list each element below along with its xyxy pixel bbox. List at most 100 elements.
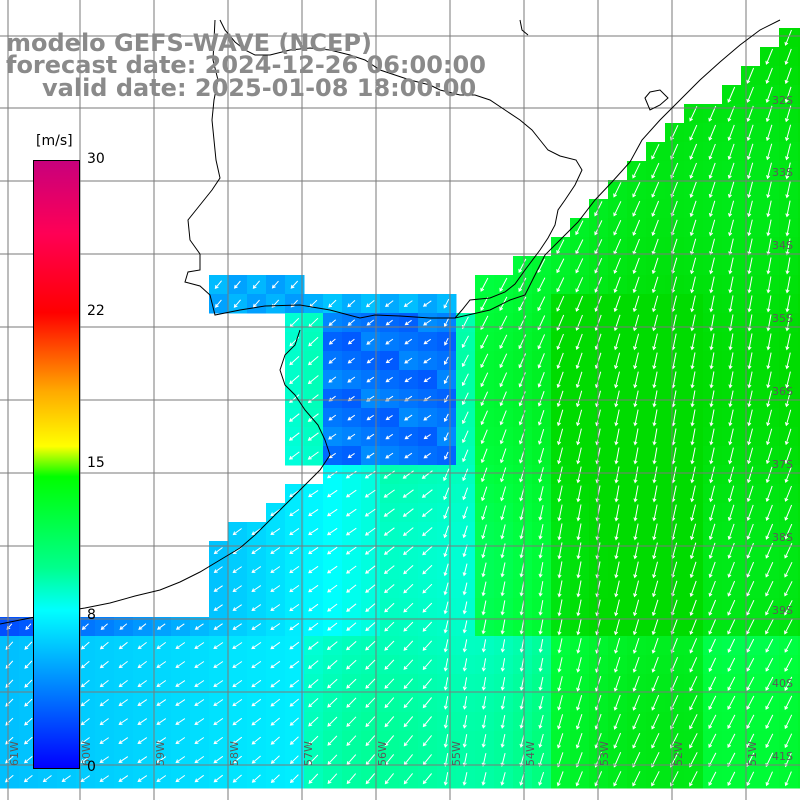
wind-arrow: [709, 485, 715, 503]
wind-arrow: [118, 756, 129, 763]
wind-arrow: [728, 371, 734, 389]
wind-arrow: [614, 390, 620, 408]
wind-arrow: [708, 638, 716, 653]
wind-arrow: [403, 565, 414, 575]
wind-arrow: [556, 390, 564, 408]
wind-arrow: [651, 637, 659, 654]
wind-arrow: [289, 774, 299, 784]
wind-arrow: [613, 656, 621, 673]
wind-arrow: [613, 675, 621, 692]
wind-arrow: [213, 680, 224, 688]
model-title: modelo GEFS-WAVE (NCEP): [6, 29, 372, 57]
wind-arrow: [23, 736, 33, 745]
wind-arrow: [443, 734, 449, 748]
wind-arrow: [575, 333, 583, 351]
wind-arrow: [423, 414, 432, 421]
lon-label: 57W: [302, 741, 315, 766]
wind-arrow: [633, 542, 639, 560]
wind-arrow: [422, 697, 432, 709]
wind-arrow: [232, 604, 242, 611]
wind-arrow: [175, 718, 186, 725]
wind-arrow: [613, 201, 622, 217]
wind-arrow: [538, 562, 544, 578]
wind-arrow: [25, 623, 32, 631]
wind-arrow: [422, 716, 432, 728]
wind-arrow: [784, 657, 793, 672]
speed-cell: [798, 712, 800, 732]
wind-arrow: [632, 295, 640, 313]
wind-arrow: [651, 732, 660, 749]
wind-arrow: [462, 715, 468, 729]
wind-arrow: [728, 352, 734, 370]
wind-arrow: [289, 547, 300, 555]
wind-arrow: [403, 546, 414, 555]
wind-arrow: [364, 489, 376, 498]
wind-arrow: [404, 452, 413, 459]
wind-arrow: [422, 583, 433, 594]
wind-arrow: [537, 334, 546, 350]
wind-arrow: [746, 657, 755, 672]
wind-arrow: [690, 466, 696, 484]
wind-arrow: [365, 773, 376, 785]
wind-arrow: [308, 622, 319, 631]
wind-arrow: [766, 219, 772, 237]
wind-arrow: [557, 733, 564, 749]
wind-arrow: [232, 679, 243, 688]
wind-arrow: [651, 694, 660, 711]
speed-cell: [798, 408, 800, 428]
wind-arrow: [232, 566, 242, 573]
wind-arrow: [270, 660, 281, 669]
wind-arrow: [232, 585, 242, 592]
wind-arrow: [118, 737, 129, 744]
wind-arrow: [765, 523, 774, 540]
wind-arrow: [651, 257, 659, 275]
wind-arrow: [327, 660, 338, 670]
wind-arrow: [746, 638, 755, 653]
wind-arrow: [785, 200, 791, 218]
wind-arrow: [500, 677, 506, 691]
wind-arrow: [746, 733, 755, 748]
wind-arrow: [347, 433, 356, 440]
wind-arrow: [384, 659, 395, 670]
wind-arrow: [652, 580, 659, 598]
wind-arrow: [232, 623, 242, 630]
wind-arrow: [633, 447, 639, 465]
wind-arrow: [443, 487, 450, 501]
wind-arrow: [727, 143, 735, 161]
wind-arrow: [364, 470, 376, 479]
wind-arrow: [652, 390, 658, 408]
wind-arrow: [727, 124, 735, 142]
lat-label: 33S: [772, 166, 793, 179]
wind-arrow: [289, 375, 300, 385]
wind-arrow: [443, 356, 449, 365]
wind-arrow: [156, 680, 167, 688]
wind-arrow: [346, 659, 357, 670]
wind-arrow: [346, 678, 357, 689]
wind-arrow: [784, 428, 792, 446]
wind-arrow: [766, 143, 773, 161]
wind-arrow: [613, 333, 621, 351]
wind-arrow: [80, 737, 90, 745]
wind-arrow: [632, 656, 640, 673]
wind-arrow: [384, 640, 395, 651]
wind-arrow: [689, 638, 698, 654]
wind-arrow: [232, 661, 243, 669]
wind-arrow: [462, 430, 469, 444]
speed-cell: [798, 237, 800, 257]
wind-arrow: [327, 527, 338, 536]
wind-arrow: [785, 219, 791, 237]
wind-arrow: [651, 656, 659, 673]
wind-arrow: [727, 580, 736, 597]
wind-arrow: [213, 585, 223, 592]
wind-arrow: [383, 527, 395, 536]
lat-label: 38S: [772, 531, 793, 544]
wind-arrow: [538, 676, 544, 691]
wind-arrow: [576, 542, 582, 560]
wind-arrow: [575, 352, 583, 370]
wind-arrow: [689, 561, 697, 579]
wind-arrow: [785, 295, 791, 313]
wind-arrow: [499, 334, 508, 350]
wind-arrow: [538, 428, 545, 445]
wind-arrow: [403, 735, 413, 747]
